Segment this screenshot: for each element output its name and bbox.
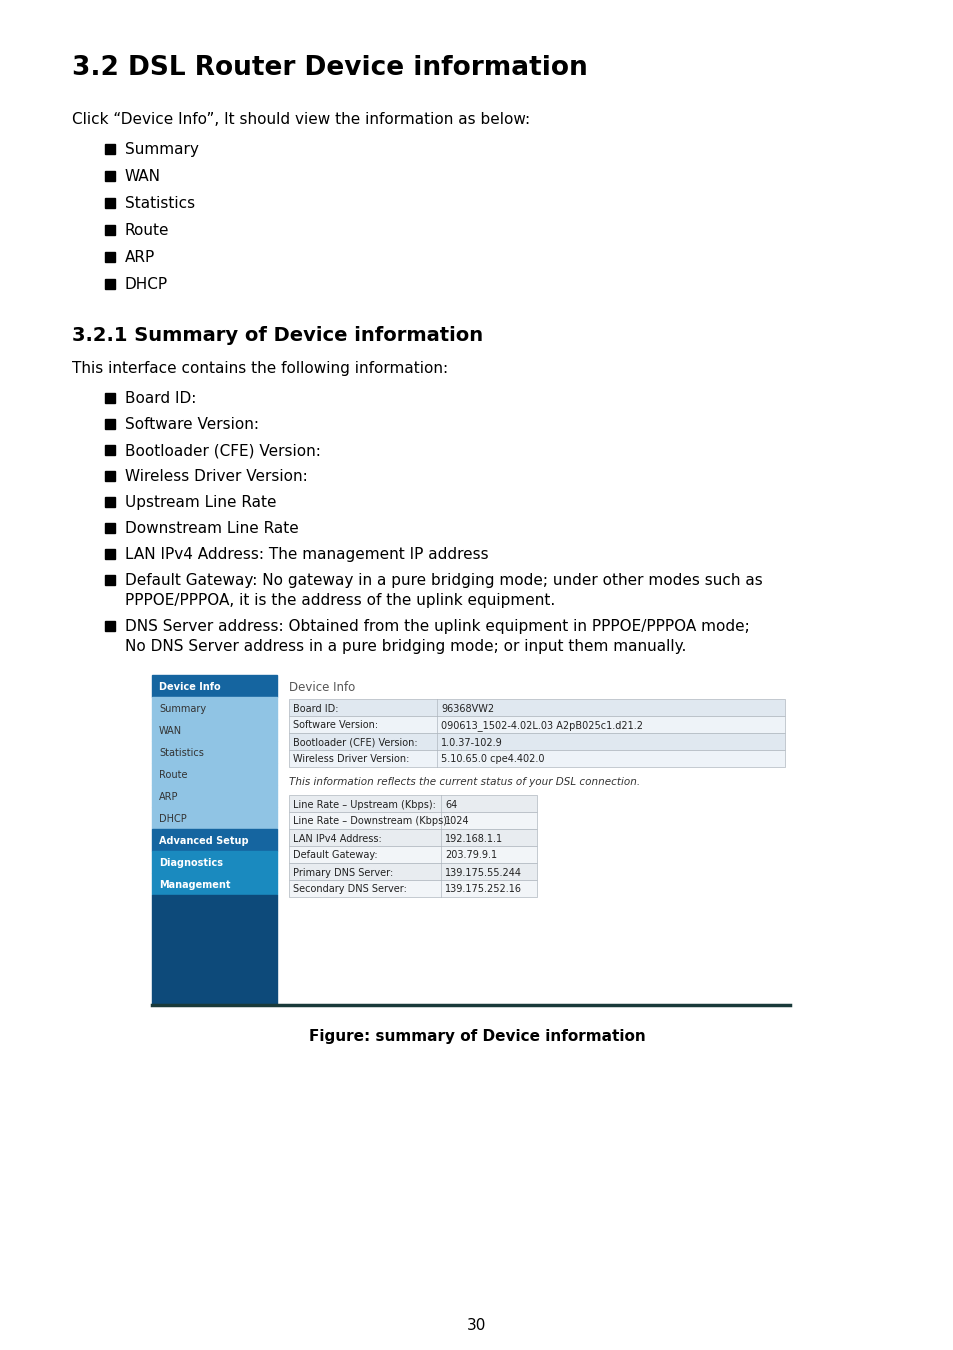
Text: Figure: summary of Device information: Figure: summary of Device information — [309, 1029, 644, 1044]
Bar — [289, 795, 537, 811]
Text: Diagnostics: Diagnostics — [159, 859, 223, 868]
Text: 090613_1502-4.02L.03 A2pB025c1.d21.2: 090613_1502-4.02L.03 A2pB025c1.d21.2 — [440, 720, 642, 730]
Text: Software Version:: Software Version: — [125, 417, 258, 432]
Text: 3.2 DSL Router Device information: 3.2 DSL Router Device information — [71, 55, 587, 81]
Text: Management: Management — [159, 880, 231, 890]
Text: Route: Route — [125, 223, 170, 238]
Bar — [152, 763, 276, 784]
Text: Advanced Setup: Advanced Setup — [159, 836, 249, 846]
Text: Board ID:: Board ID: — [125, 392, 196, 406]
Text: Route: Route — [159, 769, 188, 780]
Text: 30: 30 — [467, 1318, 486, 1332]
Bar — [105, 549, 115, 559]
Text: LAN IPv4 Address: The management IP address: LAN IPv4 Address: The management IP addr… — [125, 547, 488, 562]
Text: Default Gateway: No gateway in a pure bridging mode; under other modes such as: Default Gateway: No gateway in a pure br… — [125, 572, 762, 589]
Bar — [152, 895, 276, 1004]
Bar — [152, 850, 276, 873]
Text: WAN: WAN — [125, 169, 161, 184]
Bar — [152, 784, 276, 807]
Text: 192.168.1.1: 192.168.1.1 — [444, 833, 502, 844]
Bar — [105, 446, 115, 455]
Text: Summary: Summary — [159, 703, 206, 714]
Bar — [152, 675, 789, 1004]
Text: Wireless Driver Version:: Wireless Driver Version: — [125, 468, 308, 485]
Bar — [105, 575, 115, 585]
Text: 5.10.65.0 cpe4.402.0: 5.10.65.0 cpe4.402.0 — [440, 755, 544, 764]
Text: Secondary DNS Server:: Secondary DNS Server: — [293, 884, 406, 895]
Text: Wireless Driver Version:: Wireless Driver Version: — [293, 755, 409, 764]
Bar — [105, 225, 115, 235]
Text: DNS Server address: Obtained from the uplink equipment in PPPOE/PPPOA mode;: DNS Server address: Obtained from the up… — [125, 620, 749, 634]
Text: ARP: ARP — [125, 250, 155, 265]
Bar — [152, 675, 276, 697]
Text: Statistics: Statistics — [125, 196, 195, 211]
Text: Default Gateway:: Default Gateway: — [293, 850, 377, 860]
Bar — [105, 621, 115, 630]
Bar — [152, 873, 276, 895]
Bar — [105, 471, 115, 481]
Text: DHCP: DHCP — [125, 277, 168, 292]
Text: 1024: 1024 — [444, 817, 469, 826]
Text: No DNS Server address in a pure bridging mode; or input them manually.: No DNS Server address in a pure bridging… — [125, 639, 685, 653]
Text: LAN IPv4 Address:: LAN IPv4 Address: — [293, 833, 381, 844]
Bar — [289, 751, 784, 767]
Text: 64: 64 — [444, 799, 456, 810]
Text: 3.2.1 Summary of Device information: 3.2.1 Summary of Device information — [71, 325, 482, 346]
Bar — [289, 811, 537, 829]
Text: Statistics: Statistics — [159, 748, 204, 757]
Text: Click “Device Info”, It should view the information as below:: Click “Device Info”, It should view the … — [71, 112, 530, 127]
Bar — [152, 741, 276, 763]
Text: Line Rate – Downstream (Kbps):: Line Rate – Downstream (Kbps): — [293, 817, 450, 826]
Bar — [152, 807, 276, 829]
Text: Bootloader (CFE) Version:: Bootloader (CFE) Version: — [125, 443, 320, 458]
Bar — [105, 393, 115, 404]
Text: 96368VW2: 96368VW2 — [440, 703, 494, 714]
Bar — [289, 880, 537, 896]
Text: Summary: Summary — [125, 142, 198, 157]
Bar — [105, 418, 115, 429]
Bar — [105, 522, 115, 533]
Text: 139.175.252.16: 139.175.252.16 — [444, 884, 521, 895]
Text: Primary DNS Server:: Primary DNS Server: — [293, 868, 393, 878]
Bar — [289, 829, 537, 846]
Text: Device Info: Device Info — [289, 680, 355, 694]
Bar — [105, 198, 115, 208]
Text: DHCP: DHCP — [159, 814, 187, 824]
Bar — [289, 733, 784, 751]
Text: This interface contains the following information:: This interface contains the following in… — [71, 360, 448, 377]
Bar — [105, 252, 115, 262]
Text: Board ID:: Board ID: — [293, 703, 338, 714]
Text: 1.0.37-102.9: 1.0.37-102.9 — [440, 737, 502, 748]
Text: Upstream Line Rate: Upstream Line Rate — [125, 495, 276, 510]
Text: This information reflects the current status of your DSL connection.: This information reflects the current st… — [289, 778, 639, 787]
Text: Line Rate – Upstream (Kbps):: Line Rate – Upstream (Kbps): — [293, 799, 436, 810]
Text: PPPOE/PPPOA, it is the address of the uplink equipment.: PPPOE/PPPOA, it is the address of the up… — [125, 593, 555, 608]
Bar — [105, 171, 115, 181]
Text: 139.175.55.244: 139.175.55.244 — [444, 868, 521, 878]
Bar — [105, 279, 115, 289]
Bar — [289, 699, 784, 716]
Bar — [152, 829, 276, 850]
Bar — [152, 697, 276, 720]
Text: Downstream Line Rate: Downstream Line Rate — [125, 521, 298, 536]
Bar — [289, 863, 537, 880]
Text: Device Info: Device Info — [159, 682, 220, 693]
Text: WAN: WAN — [159, 726, 182, 736]
Text: 203.79.9.1: 203.79.9.1 — [444, 850, 497, 860]
Bar — [105, 497, 115, 508]
Bar — [289, 716, 784, 733]
Text: Software Version:: Software Version: — [293, 721, 377, 730]
Text: ARP: ARP — [159, 792, 178, 802]
Text: Bootloader (CFE) Version:: Bootloader (CFE) Version: — [293, 737, 417, 748]
Bar — [105, 144, 115, 154]
Bar — [152, 720, 276, 741]
Bar — [289, 846, 537, 863]
